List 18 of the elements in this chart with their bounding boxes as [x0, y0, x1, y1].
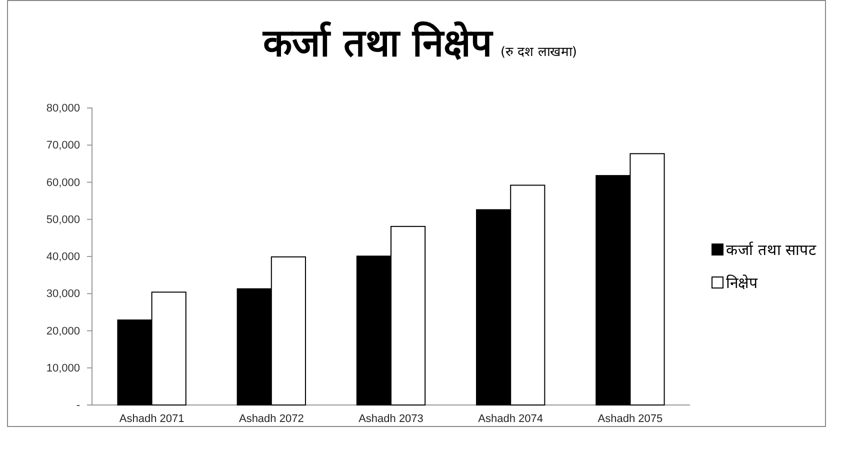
y-tick-label: 10,000	[46, 362, 80, 374]
chart-title: कर्जा तथा निक्षेप	[262, 21, 494, 65]
y-tick-label: 70,000	[46, 140, 80, 152]
x-tick-label: Ashadh 2073	[358, 413, 424, 425]
x-tick-label: Ashadh 2072	[238, 413, 304, 425]
x-tick-label: Ashadh 2074	[478, 413, 544, 425]
x-tick-label: Ashadh 2075	[598, 413, 663, 425]
y-tick-label: 40,000	[46, 251, 80, 264]
x-tick-label: Ashadh 2071	[119, 413, 184, 425]
y-tick-label: 60,000	[46, 176, 80, 189]
legend-label: कर्जा तथा सापट	[726, 241, 817, 259]
y-tick-label: -	[76, 400, 80, 412]
legend-label: निक्षेप	[726, 274, 758, 292]
y-tick-label: 50,000	[46, 214, 80, 226]
y-tick-label: 80,000	[46, 102, 80, 115]
chart-subtitle: (रु दश लाखमा)	[500, 45, 577, 60]
y-tick-label: 30,000	[46, 288, 80, 300]
y-tick-label: 20,000	[46, 325, 80, 338]
